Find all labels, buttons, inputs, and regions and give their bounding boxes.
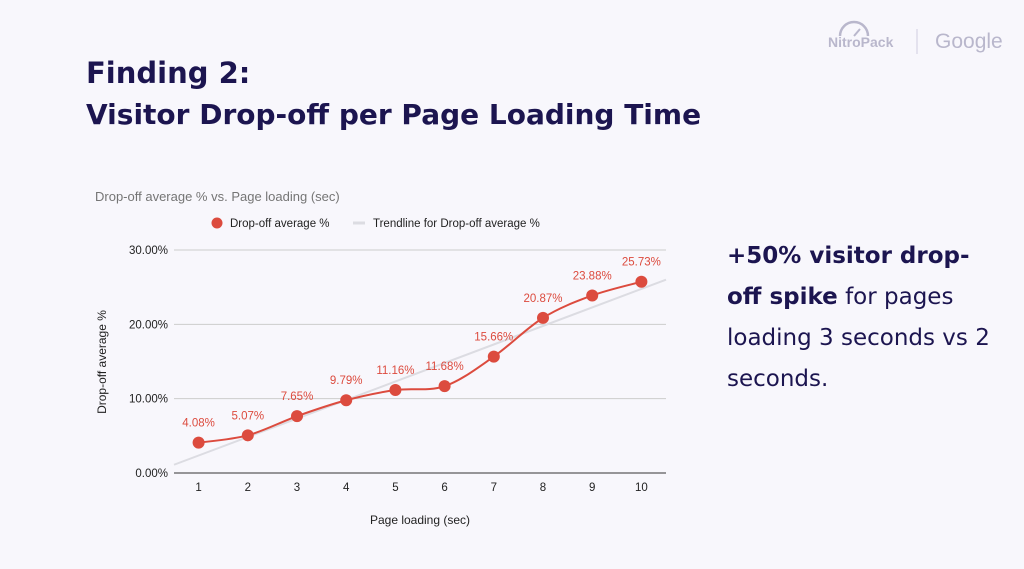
- y-tick-label: 20.00%: [129, 319, 168, 331]
- y-tick-label: 30.00%: [129, 245, 168, 257]
- data-point: [537, 311, 549, 324]
- legend-series-marker: [211, 217, 223, 229]
- data-label: 20.87%: [523, 293, 562, 305]
- series-line: [198, 280, 642, 444]
- callout-text: +50% visitor drop-off spike for pages lo…: [727, 236, 997, 400]
- callout-bold: +50% visitor drop-off spike: [727, 243, 970, 310]
- data-point: [389, 384, 402, 397]
- x-tick-label: 10: [635, 482, 648, 494]
- data-point: [487, 350, 500, 363]
- data-label: 7.65%: [281, 391, 314, 403]
- x-tick-label: 4: [343, 482, 350, 494]
- data-point: [340, 394, 353, 407]
- data-point: [635, 275, 648, 288]
- data-label: 25.73%: [622, 257, 661, 269]
- callout-rest: for pages loading 3 seconds vs 2 seconds…: [727, 284, 990, 392]
- trendline: [173, 278, 667, 466]
- legend-trendline-label: Trendline for Drop-off average %: [373, 218, 540, 230]
- x-tick-label: 7: [491, 482, 497, 494]
- data-label: 11.68%: [426, 361, 464, 373]
- x-tick-label: 2: [245, 482, 251, 494]
- svg-text:NitroPack: NitroPack: [828, 34, 894, 50]
- data-label: 23.88%: [573, 270, 612, 282]
- y-tick-label: 10.00%: [129, 394, 168, 406]
- data-point: [291, 410, 303, 423]
- x-tick-label: 3: [294, 482, 300, 494]
- legend-series-label: Drop-off average %: [230, 218, 330, 230]
- data-label: 4.08%: [182, 418, 215, 430]
- data-point: [438, 380, 451, 393]
- page-subtitle: Visitor Drop-off per Page Loading Time: [86, 98, 702, 131]
- data-point: [586, 289, 599, 302]
- y-tick-label: 0.00%: [135, 468, 168, 480]
- nitropack-logo: NitroPack: [828, 20, 894, 50]
- x-axis-label: Page loading (sec): [370, 513, 470, 527]
- data-label: 9.79%: [330, 375, 363, 387]
- x-tick-label: 5: [392, 482, 398, 494]
- x-tick-label: 6: [441, 482, 447, 494]
- partner-logos: NitroPack Google: [828, 20, 1003, 54]
- x-tick-label: 1: [195, 482, 201, 494]
- data-label: 5.07%: [231, 410, 264, 422]
- x-tick-label: 8: [540, 482, 546, 494]
- page-title: Finding 2:: [86, 56, 251, 90]
- chart-title: Drop-off average % vs. Page loading (sec…: [95, 189, 340, 204]
- data-label: 15.66%: [474, 332, 513, 344]
- data-label: 11.16%: [376, 365, 414, 377]
- data-point: [241, 429, 254, 442]
- google-logo: Google: [935, 30, 1003, 53]
- y-axis-label: Drop-off average %: [95, 310, 109, 414]
- data-point: [192, 436, 205, 449]
- x-tick-label: 9: [589, 482, 595, 494]
